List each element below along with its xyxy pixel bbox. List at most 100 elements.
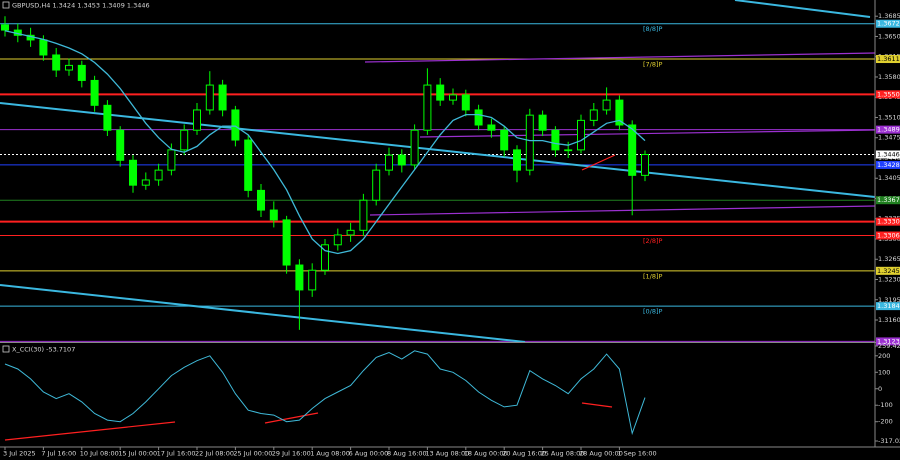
level-label: 1.3245 bbox=[877, 267, 900, 275]
candle-body bbox=[193, 109, 201, 131]
level-label: 1.3330 bbox=[877, 218, 900, 226]
y-tick-label: 1.3195 bbox=[878, 296, 900, 304]
x-tick-label: 25 Aug 08:00 bbox=[541, 450, 585, 458]
y2-tick-label: -317.0211 bbox=[878, 437, 900, 445]
x-tick-label: 1 Sep 16:00 bbox=[617, 450, 656, 458]
level-label: 1.3611 bbox=[877, 55, 900, 63]
level-label: 1.3184 bbox=[877, 302, 900, 310]
x-tick-label: 13 Aug 08:00 bbox=[425, 450, 469, 458]
candle-body bbox=[180, 129, 189, 151]
y-tick-label: 1.3510 bbox=[878, 113, 900, 121]
y-tick-label: 1.3580 bbox=[878, 73, 900, 81]
level-label-box bbox=[876, 55, 900, 64]
levels: [8/8]P [7/8]P [2/8]P [1/8]P [0/8]P bbox=[0, 23, 875, 342]
candle-body bbox=[602, 99, 611, 111]
candle-body bbox=[321, 244, 329, 271]
trend-line bbox=[0, 284, 526, 343]
candle-body bbox=[39, 39, 48, 56]
level-name: [8/8]P bbox=[643, 25, 663, 33]
drawings bbox=[0, 0, 876, 441]
x-tick-label: 1 Aug 08:00 bbox=[310, 450, 350, 458]
divergence-line bbox=[264, 412, 319, 424]
divergence-line bbox=[581, 402, 613, 408]
candle-body bbox=[551, 129, 560, 151]
symbol-icon bbox=[2, 1, 10, 9]
candle-body bbox=[295, 264, 304, 291]
candle-body bbox=[359, 199, 368, 231]
candle-body bbox=[513, 149, 521, 171]
level-label: 1.3428 bbox=[877, 161, 900, 169]
level-label: 1.3306 bbox=[877, 232, 900, 240]
candle-body bbox=[218, 84, 227, 111]
y2-tick-label: 200 bbox=[878, 352, 890, 360]
candle-body bbox=[397, 154, 406, 166]
level-name: [7/8]P bbox=[643, 61, 663, 69]
candle-body bbox=[474, 109, 483, 126]
level-label-box bbox=[876, 266, 900, 275]
trend-line bbox=[0, 102, 876, 198]
candle-body bbox=[525, 114, 534, 171]
candle-body bbox=[385, 154, 393, 171]
level-label: 1.3123 bbox=[877, 337, 900, 345]
level-label: 1.3446 bbox=[877, 151, 900, 159]
x-tick-label: 28 Aug 00:00 bbox=[579, 450, 623, 458]
candle-body bbox=[538, 114, 547, 131]
y2-tick-label: -200 bbox=[878, 418, 893, 426]
candle-body bbox=[1, 24, 9, 31]
y-tick-label: 1.3685 bbox=[878, 12, 900, 20]
candle-body bbox=[436, 84, 445, 101]
y-tick-label: 1.3405 bbox=[878, 174, 900, 182]
candle-body bbox=[461, 94, 470, 111]
candle-body bbox=[205, 84, 214, 111]
candle-body bbox=[141, 179, 150, 186]
y-tick-label: 1.3265 bbox=[878, 255, 900, 263]
level-label-box bbox=[876, 160, 900, 169]
level-label-box bbox=[876, 125, 900, 134]
level-name: [0/8]P bbox=[643, 308, 663, 316]
candle-body bbox=[167, 149, 176, 171]
channel-line bbox=[369, 205, 876, 216]
candle-body bbox=[487, 124, 496, 131]
y-tick-label: 1.3230 bbox=[878, 276, 900, 284]
x-tick-label: 22 Jul 08:00 bbox=[195, 450, 234, 458]
candle-body bbox=[500, 129, 509, 151]
candle-body bbox=[257, 189, 265, 211]
indicator-title: X_CCI(30) -53.7107 bbox=[12, 346, 75, 354]
candle-body bbox=[116, 129, 125, 161]
candle-body bbox=[423, 84, 432, 131]
divergence-line bbox=[4, 421, 176, 441]
x-tick-label: 15 Jul 00:00 bbox=[118, 450, 157, 458]
candle-body bbox=[90, 79, 99, 106]
level-label-box bbox=[876, 90, 900, 99]
candle-body bbox=[103, 104, 112, 131]
candle-body bbox=[129, 159, 137, 186]
y-tick-label: 1.3160 bbox=[878, 316, 900, 324]
candles bbox=[1, 16, 649, 436]
level-label-box bbox=[876, 337, 900, 346]
candle-body bbox=[372, 169, 381, 201]
candle-body bbox=[628, 124, 637, 176]
channel-line bbox=[364, 52, 876, 63]
x-tick-label: 25 Jul 00:00 bbox=[233, 450, 272, 458]
x-tick-label: 3 Jul 2025 bbox=[3, 450, 36, 458]
trend-line bbox=[734, 0, 871, 18]
level-label-box bbox=[876, 19, 900, 28]
level-label-box bbox=[876, 231, 900, 240]
divergence-line bbox=[581, 154, 616, 171]
level-label: 1.3367 bbox=[877, 196, 900, 204]
candle-body bbox=[346, 229, 355, 236]
moving-average bbox=[4, 30, 646, 255]
level-name: [1/8]P bbox=[643, 272, 663, 280]
candle-body bbox=[589, 109, 598, 121]
level-label: 1.3489 bbox=[877, 126, 900, 134]
level-label: 1.3672 bbox=[877, 20, 900, 28]
x-tick-label: 29 Jul 16:00 bbox=[272, 450, 311, 458]
x-tick-label: 17 Jul 16:00 bbox=[157, 450, 196, 458]
level-label-box bbox=[876, 217, 900, 226]
x-tick-label: 7 Jul 16:00 bbox=[41, 450, 76, 458]
channel-line bbox=[419, 129, 876, 138]
x-tick-label: 6 Aug 00:00 bbox=[349, 450, 389, 458]
indicator-icon bbox=[2, 345, 10, 353]
